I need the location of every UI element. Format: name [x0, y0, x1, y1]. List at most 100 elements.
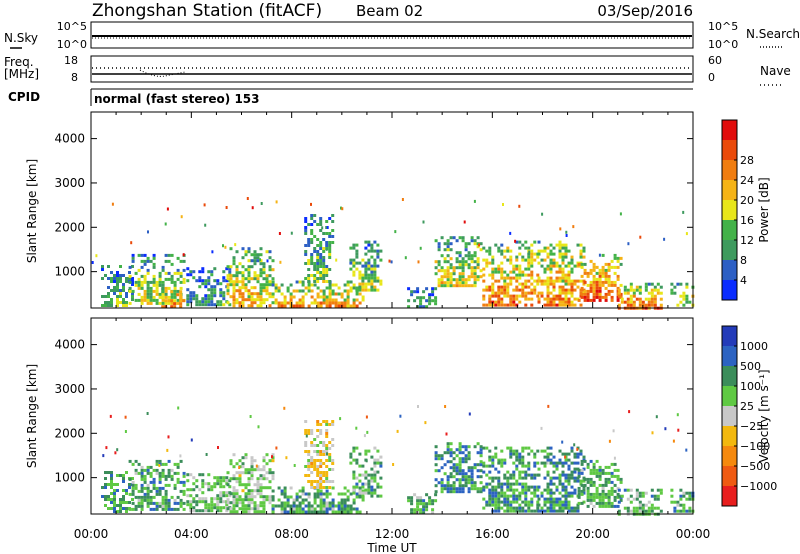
- power-cell: [140, 283, 144, 287]
- power-cell: [543, 270, 547, 274]
- velocity-cell: [271, 489, 275, 493]
- power-cell: [179, 286, 183, 290]
- velocity-cell: [503, 491, 507, 495]
- power-cell: [232, 286, 236, 290]
- velocity-cell: [543, 509, 547, 513]
- velocity-cell: [280, 510, 284, 514]
- power-cell: [537, 279, 541, 283]
- power-cell: [304, 226, 308, 229]
- velocity-cell: [310, 441, 314, 444]
- power-cell: [638, 303, 642, 307]
- power-cell: [271, 301, 275, 305]
- power-cell: [464, 263, 468, 267]
- velocity-cell: [626, 509, 630, 513]
- velocity-cell: [110, 483, 113, 486]
- velocity-cell: [561, 500, 565, 504]
- velocity-cell: [653, 497, 657, 501]
- velocity-cell: [104, 477, 107, 480]
- velocity-cell: [319, 486, 323, 489]
- power-cell: [491, 294, 495, 298]
- power-cell: [518, 276, 522, 280]
- velocity-cell: [331, 459, 335, 462]
- power-cell: [558, 285, 562, 289]
- velocity-cell: [506, 488, 510, 492]
- velocity-cell: [301, 492, 305, 496]
- velocity-cell: [207, 473, 211, 477]
- velocity-cell: [561, 503, 565, 507]
- velocity-cell: [358, 452, 362, 456]
- power-cell: [527, 258, 531, 262]
- velocity-cell: [476, 469, 480, 473]
- velocity-cell: [182, 507, 186, 511]
- velocity-cell: [225, 509, 229, 513]
- velocity-cell: [268, 480, 272, 484]
- velocity-cell: [241, 483, 245, 487]
- power-cell: [524, 294, 528, 298]
- power-cell: [280, 301, 284, 305]
- velocity-cell: [586, 480, 590, 484]
- velocity-cell: [422, 511, 426, 515]
- power-cell: [331, 229, 335, 232]
- power-cell: [449, 236, 453, 240]
- velocity-cell: [488, 464, 492, 468]
- velocity-cell: [370, 485, 374, 489]
- velocity-cell: [431, 499, 435, 503]
- velocity-cell: [205, 453, 208, 456]
- power-cell: [533, 258, 537, 262]
- power-cell: [244, 289, 248, 293]
- x-tick-label: 20:00: [575, 527, 610, 541]
- power-cell: [530, 270, 534, 274]
- power-cell: [573, 303, 577, 307]
- power-cell: [328, 280, 332, 283]
- power-cell: [479, 248, 483, 252]
- velocity-cell: [613, 462, 617, 466]
- velocity-cell: [358, 479, 362, 483]
- power-cell: [367, 267, 371, 271]
- velocity-cell: [607, 471, 611, 475]
- velocity-cell: [431, 511, 435, 515]
- velocity-cell: [122, 474, 125, 477]
- velocity-cell: [257, 425, 260, 429]
- velocity-cell: [446, 490, 450, 494]
- power-cell: [537, 276, 541, 280]
- velocity-cell: [491, 476, 495, 480]
- power-cell: [219, 294, 223, 298]
- velocity-cell: [358, 473, 362, 477]
- power-cell: [259, 301, 263, 305]
- nsky-left-bottom-tick: 10^0: [57, 38, 87, 51]
- velocity-cell: [586, 486, 590, 490]
- velocity-cell: [355, 476, 359, 480]
- velocity-cell: [313, 507, 317, 511]
- velocity-cell: [182, 492, 186, 496]
- velocity-cell: [286, 510, 290, 514]
- velocity-cell: [286, 501, 290, 505]
- velocity-cell: [497, 479, 501, 483]
- power-cell: [195, 279, 199, 283]
- power-cell: [434, 287, 438, 291]
- velocity-cell: [210, 485, 214, 489]
- velocity-cell: [131, 486, 135, 490]
- power-cell: [213, 267, 217, 271]
- velocity-cell: [515, 482, 519, 486]
- velocity-cell: [491, 461, 495, 465]
- power-cell: [437, 242, 441, 246]
- power-cell: [313, 301, 317, 305]
- power-cell: [515, 285, 519, 289]
- power-cell: [370, 279, 374, 283]
- power-cell: [601, 280, 605, 284]
- power-cell: [509, 303, 513, 307]
- velocity-cell: [524, 497, 528, 501]
- velocity-cell: [682, 506, 686, 510]
- power-cell: [137, 268, 141, 272]
- power-cell: [262, 283, 266, 287]
- power-cell: [515, 264, 519, 268]
- power-cell: [210, 288, 214, 292]
- power-cell: [364, 246, 368, 250]
- velocity-cell: [219, 494, 223, 498]
- power-cell: [349, 246, 353, 250]
- power-cell: [449, 278, 453, 282]
- velocity-cell: [470, 475, 474, 479]
- power-cell: [476, 263, 480, 267]
- power-cell: [201, 270, 205, 274]
- power-cell: [259, 289, 263, 293]
